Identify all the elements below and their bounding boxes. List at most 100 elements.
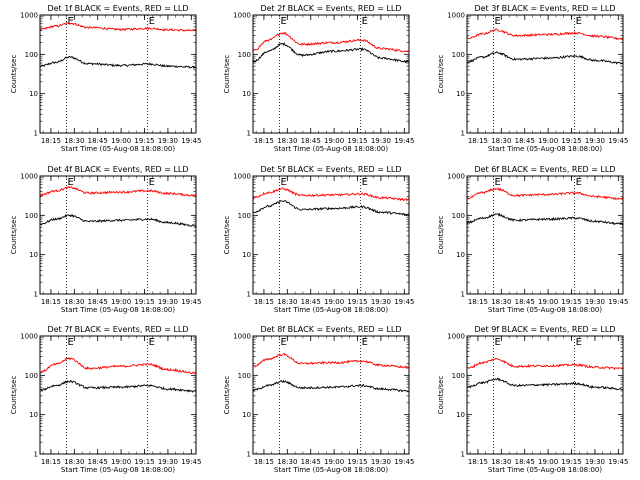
lld-series-line [252,31,410,53]
y-tick-label: 1 [247,130,251,138]
x-tick-label: 19:00 [111,137,131,145]
x-tick-label: 19:45 [608,137,628,145]
lld-series-line [466,358,624,370]
plot-frame [466,14,624,134]
x-tick-label: 19:30 [585,298,605,306]
events-series-line [39,380,197,393]
x-tick-label: 18:15 [254,137,274,145]
x-tick-label: 18:30 [491,137,511,145]
chart-panel-1: Det 1f BLACK = Events, RED = LLD 1 10 100 10… [10,4,201,153]
y-tick-label: 1 [34,130,38,138]
x-tick-label: 18:30 [64,137,84,145]
lld-series-line [466,187,624,201]
y-tick-label: 1000 [20,173,38,181]
x-tick-label: 19:00 [111,298,131,306]
x-tick-label: 18:45 [301,298,321,306]
x-tick-label: 19:15 [134,137,154,145]
marker-label: E [362,177,368,188]
lld-series-line [252,187,410,202]
chart-panel-3: Det 3f BLACK = Events, RED = LLD 1 10 100 10… [437,4,628,153]
lld-series-line [466,28,624,41]
chart-title: Det 8f BLACK = Events, RED = LLD [260,325,401,334]
chart-panel-4: Det 4f BLACK = Events, RED = LLD 1 10 100 10… [10,165,201,314]
y-tick-label: 100 [452,212,465,220]
x-tick-label: 18:45 [515,458,535,466]
marker-label: E [149,16,155,27]
plot-frame [466,335,624,455]
x-tick-label: 19:30 [158,298,178,306]
y-tick-label: 1 [247,291,251,299]
x-tick-label: 18:15 [41,298,61,306]
x-tick-label: 19:45 [181,458,201,466]
x-axis-label: Start Time (05-Aug-08 18:08:00) [488,145,602,153]
marker-label: E [149,337,155,348]
y-axis-label: Counts/sec [223,216,231,255]
y-tick-label: 100 [452,372,465,380]
y-axis-label: Counts/sec [437,55,445,94]
y-tick-label: 10 [29,411,38,419]
x-tick-label: 19:45 [181,137,201,145]
y-tick-label: 1000 [233,173,251,181]
events-series-line [466,377,624,391]
y-axis-label: Counts/sec [437,216,445,255]
marker-label: E [281,337,287,348]
x-tick-label: 19:45 [608,298,628,306]
x-axis-label: Start Time (05-Aug-08 18:08:00) [274,145,388,153]
marker-label: E [281,16,287,27]
y-tick-label: 100 [238,372,251,380]
y-tick-label: 10 [242,411,251,419]
y-tick-label: 100 [25,212,38,220]
x-tick-label: 19:45 [608,458,628,466]
lld-series-line [39,22,197,32]
x-tick-label: 19:00 [324,458,344,466]
x-tick-label: 19:15 [347,458,367,466]
y-tick-label: 1 [34,291,38,299]
chart-title: Det 2f BLACK = Events, RED = LLD [260,4,401,13]
x-tick-label: 18:15 [468,298,488,306]
x-axis-label: Start Time (05-Aug-08 18:08:00) [274,466,388,474]
y-tick-label: 100 [25,51,38,59]
x-tick-label: 19:15 [134,298,154,306]
x-tick-label: 18:45 [88,137,108,145]
y-tick-label: 100 [25,372,38,380]
x-tick-label: 18:45 [515,137,535,145]
marker-label: E [495,337,501,348]
x-tick-label: 18:30 [64,458,84,466]
x-tick-label: 18:30 [277,137,297,145]
x-axis-label: Start Time (05-Aug-08 18:08:00) [274,306,388,314]
y-tick-label: 1000 [447,12,465,20]
chart-title: Det 3f BLACK = Events, RED = LLD [474,4,615,13]
y-tick-label: 1000 [20,12,38,20]
marker-label: E [576,337,582,348]
x-tick-label: 19:00 [538,137,558,145]
x-tick-label: 19:15 [561,137,581,145]
y-tick-label: 10 [242,90,251,98]
x-tick-label: 19:15 [347,298,367,306]
chart-panel-6: Det 6f BLACK = Events, RED = LLD 1 10 100 10… [437,165,628,314]
x-tick-label: 18:30 [491,298,511,306]
marker-label: E [68,177,74,188]
y-tick-label: 10 [29,251,38,259]
events-series-line [252,379,410,393]
x-axis-label: Start Time (05-Aug-08 18:08:00) [61,306,175,314]
plot-frame [466,175,624,295]
chart-panel-9: Det 9f BLACK = Events, RED = LLD 1 10 100 10… [437,325,628,474]
y-tick-label: 10 [456,90,465,98]
x-tick-label: 19:45 [181,298,201,306]
plot-frame [252,335,410,455]
x-tick-label: 18:45 [301,137,321,145]
x-tick-label: 19:00 [538,298,558,306]
y-tick-label: 1000 [233,12,251,20]
y-tick-label: 1 [461,451,465,459]
plot-frame [39,14,197,134]
x-tick-label: 19:30 [371,458,391,466]
y-tick-label: 1000 [447,173,465,181]
y-tick-label: 1 [247,451,251,459]
y-tick-label: 1000 [233,333,251,341]
marker-label: E [68,16,74,27]
chart-panel-7: Det 7f BLACK = Events, RED = LLD 1 10 100 10… [10,325,201,474]
marker-label: E [495,177,501,188]
x-tick-label: 18:45 [515,298,535,306]
marker-label: E [281,177,287,188]
x-axis-label: Start Time (05-Aug-08 18:08:00) [488,466,602,474]
